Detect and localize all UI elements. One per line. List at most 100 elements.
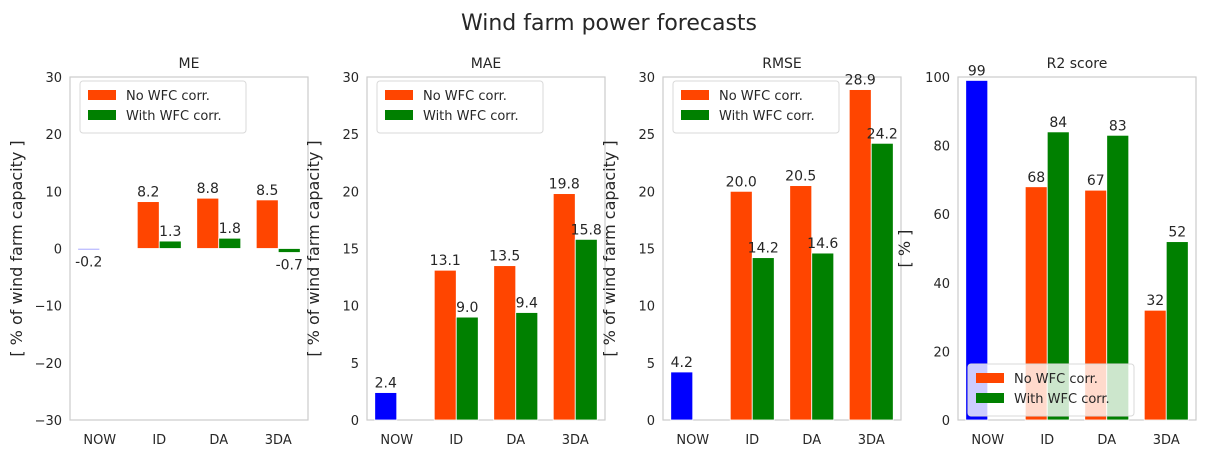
y-tick-label: 15 — [342, 243, 359, 258]
x-tick-label: 3DA — [858, 433, 885, 448]
x-tick-label: NOW — [676, 433, 709, 448]
legend-swatch — [681, 90, 709, 100]
bar-value-label: 13.1 — [430, 253, 461, 269]
legend-swatch — [385, 90, 413, 100]
bar-no-corr — [494, 266, 516, 420]
legend-label: No WFC corr. — [423, 89, 507, 104]
x-tick-label: ID — [152, 433, 166, 448]
bar-value-label: 2.4 — [375, 376, 397, 392]
bar-no-corr — [137, 202, 159, 249]
bar-no-corr — [1144, 310, 1166, 420]
x-tick-label: DA — [506, 433, 525, 448]
y-tick-label: 60 — [933, 208, 950, 223]
legend-swatch — [385, 110, 413, 120]
bar-with-corr — [1166, 242, 1188, 420]
y-tick-label: 25 — [638, 128, 655, 143]
bar-no-corr — [197, 198, 219, 248]
panel-me: ME −30 −20 −10 0 10 20 30 [ % of wind farm capac… — [7, 56, 308, 448]
bar-value-label: 8.5 — [256, 183, 278, 199]
y-axis-label: [ % ] — [895, 230, 914, 268]
bar-value-label: 99 — [968, 63, 986, 79]
bar-value-label: 20.5 — [785, 169, 816, 185]
bar-no-corr — [256, 200, 278, 249]
bar-value-label: 28.9 — [845, 73, 876, 89]
bar-with-corr — [812, 253, 834, 420]
y-tick-label: 80 — [933, 140, 950, 155]
bar-now — [375, 393, 397, 420]
y-tick-label: 5 — [647, 357, 655, 372]
legend-label: With WFC corr. — [126, 109, 222, 124]
bar-value-label: 1.3 — [159, 224, 181, 240]
y-tick-label: 30 — [45, 71, 62, 86]
panel-mae: MAE 0 5 10 15 20 25 30 [ % of wind farm capacity… — [304, 56, 605, 448]
y-tick-label: 0 — [942, 414, 950, 429]
y-tick-label: 10 — [638, 300, 655, 315]
legend-swatch — [88, 110, 116, 120]
bar-value-label: 8.8 — [197, 181, 219, 197]
y-axis-label: [ % of wind farm capacity ] — [304, 140, 323, 356]
y-tick-label: 0 — [54, 243, 62, 258]
x-tick-label: 3DA — [1153, 433, 1180, 448]
y-tick-label: 30 — [342, 71, 359, 86]
x-tick-label: DA — [1097, 433, 1116, 448]
y-tick-label: −30 — [35, 414, 62, 429]
x-tick-label: DA — [209, 433, 228, 448]
x-tick-label: NOW — [971, 433, 1004, 448]
legend-swatch — [88, 90, 116, 100]
bar-value-label: 9.0 — [456, 300, 478, 316]
legend-swatch — [976, 373, 1004, 383]
legend-label: With WFC corr. — [719, 109, 815, 124]
panel-title: ME — [179, 56, 200, 72]
y-tick-label: 0 — [647, 414, 655, 429]
bar-value-label: -0.7 — [276, 258, 303, 274]
x-tick-label: NOW — [380, 433, 413, 448]
bar-value-label: 20.0 — [726, 174, 757, 190]
bar-value-label: 4.2 — [671, 355, 693, 371]
bar-with-corr — [575, 239, 597, 420]
bar-value-label: 84 — [1049, 115, 1067, 131]
x-tick-label: DA — [802, 433, 821, 448]
legend-label: No WFC corr. — [1014, 372, 1098, 387]
panel-title: RMSE — [762, 56, 802, 72]
bar-value-label: 15.8 — [571, 222, 602, 238]
bar-value-label: 24.2 — [867, 126, 898, 142]
legend: No WFC corr. With WFC corr. — [968, 364, 1134, 416]
y-axis-label: [ % of wind farm capacity ] — [600, 140, 619, 356]
bar-with-corr — [752, 258, 774, 420]
chart-panels: ME −30 −20 −10 0 10 20 30 [ % of wind farm capac… — [7, 56, 1196, 448]
legend: No WFC corr. With WFC corr. — [673, 81, 839, 133]
legend-label: No WFC corr. — [719, 89, 803, 104]
x-tick-label: ID — [449, 433, 463, 448]
bar-value-label: 68 — [1027, 170, 1045, 186]
x-tick-label: ID — [1040, 433, 1054, 448]
panel-title: MAE — [471, 56, 502, 72]
bar-value-label: 19.8 — [549, 177, 580, 193]
bar-no-corr — [434, 270, 456, 420]
legend-swatch — [976, 393, 1004, 403]
bar-with-corr — [871, 143, 893, 420]
y-tick-label: 30 — [638, 71, 655, 86]
y-tick-label: 10 — [342, 300, 359, 315]
bar-value-label: 52 — [1168, 225, 1186, 241]
legend-swatch — [681, 110, 709, 120]
bar-value-label: -0.2 — [75, 255, 102, 271]
bar-with-corr — [159, 241, 181, 248]
bar-no-corr — [730, 191, 752, 420]
x-tick-label: 3DA — [265, 433, 292, 448]
y-tick-label: 20 — [342, 185, 359, 200]
y-tick-label: 0 — [351, 414, 359, 429]
bar-with-corr — [456, 317, 478, 420]
panel-rmse: RMSE 0 5 10 15 20 25 30 [ % of wind farm capacit… — [600, 56, 901, 448]
bar-value-label: 32 — [1146, 293, 1164, 309]
x-tick-label: NOW — [83, 433, 116, 448]
bar-with-corr — [219, 238, 241, 248]
bar-value-label: 13.5 — [489, 249, 520, 265]
y-tick-label: −10 — [35, 300, 62, 315]
y-tick-label: 20 — [638, 185, 655, 200]
x-tick-label: 3DA — [562, 433, 589, 448]
bar-with-corr — [516, 313, 538, 420]
panel-r2-score: R2 score020406080100[ % ]NOW ID DA 3DA9968 6… — [895, 56, 1196, 448]
bar-now — [78, 249, 100, 250]
y-tick-label: −20 — [35, 357, 62, 372]
bar-value-label: 83 — [1109, 118, 1127, 134]
